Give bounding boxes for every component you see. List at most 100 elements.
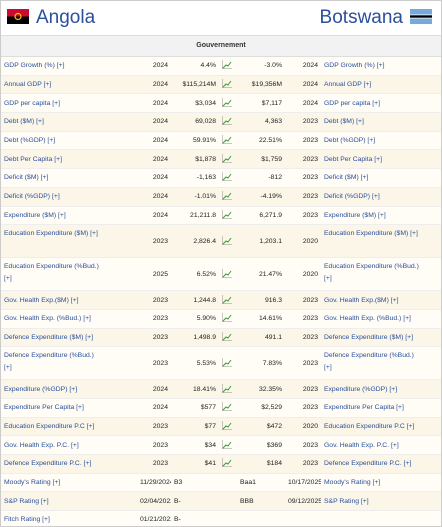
- right-label-text[interactable]: Expenditure (%GDP) [+]: [324, 385, 398, 393]
- left-label-text[interactable]: Education Expenditure ($M) [+]: [4, 230, 98, 238]
- left-label-text[interactable]: Debt Per Capita [+]: [4, 155, 62, 163]
- left-label[interactable]: Fitch Rating [+]: [1, 510, 137, 526]
- left-label-text[interactable]: Expenditure ($M) [+]: [4, 211, 66, 219]
- chart-icon[interactable]: [219, 328, 237, 348]
- left-label[interactable]: Debt (%GDP) [+]: [1, 131, 137, 151]
- left-label-text[interactable]: GDP per capita [+]: [4, 99, 60, 107]
- right-label-text[interactable]: Debt ($M) [+]: [324, 118, 364, 126]
- chart-icon[interactable]: [219, 168, 237, 188]
- right-label[interactable]: Debt Per Capita [+]: [321, 149, 441, 170]
- right-label[interactable]: Gov. Health Exp. P.C. [+]: [321, 435, 441, 455]
- right-label-text[interactable]: Defence Expenditure P.C. [+]: [324, 460, 412, 468]
- left-label-text[interactable]: Defence Expenditure P.C. [+]: [4, 460, 92, 468]
- left-label[interactable]: Deficit (%GDP) [+]: [1, 187, 137, 207]
- right-label[interactable]: GDP per capita [+]: [321, 93, 441, 114]
- left-label-text[interactable]: Deficit ($M) [+]: [4, 174, 49, 182]
- left-label-text[interactable]: Deficit (%GDP) [+]: [4, 193, 60, 201]
- chart-icon[interactable]: [219, 131, 237, 151]
- right-label-text[interactable]: Defence Expenditure ($M) [+]: [324, 333, 413, 341]
- left-label[interactable]: Education Expenditure P.C [+]: [1, 417, 137, 437]
- left-label-text[interactable]: GDP Growth (%) [+]: [4, 62, 65, 70]
- right-label-text[interactable]: Annual GDP [+]: [324, 81, 372, 89]
- left-label-text[interactable]: Expenditure (%GDP) [+]: [4, 385, 78, 393]
- right-label-text[interactable]: Defence Expenditure (%Bud.) [+]: [324, 352, 414, 371]
- chart-icon[interactable]: [219, 149, 237, 170]
- left-label-text[interactable]: Debt ($M) [+]: [4, 118, 44, 126]
- chart-icon[interactable]: [219, 379, 237, 399]
- right-label[interactable]: Deficit ($M) [+]: [321, 168, 441, 188]
- right-label-text[interactable]: Deficit (%GDP) [+]: [324, 193, 380, 201]
- left-label-text[interactable]: Defence Expenditure ($M) [+]: [4, 333, 93, 341]
- left-label[interactable]: Debt ($M) [+]: [1, 112, 137, 132]
- right-label-text[interactable]: Moody's Rating [+]: [324, 479, 381, 487]
- left-label-text[interactable]: Education Expenditure P.C [+]: [4, 422, 95, 430]
- right-label[interactable]: Expenditure Per Capita [+]: [321, 398, 441, 418]
- left-label[interactable]: Defence Expenditure ($M) [+]: [1, 328, 137, 348]
- right-label[interactable]: Gov. Health Exp.($M) [+]: [321, 290, 441, 310]
- chart-icon[interactable]: [219, 112, 237, 132]
- right-label[interactable]: Defence Expenditure P.C. [+]: [321, 454, 441, 474]
- left-country[interactable]: Angola: [36, 7, 96, 28]
- left-label-text[interactable]: Gov. Health Exp. (%Bud.) [+]: [4, 315, 91, 323]
- left-label-text[interactable]: Education Expenditure (%Bud.) [+]: [4, 263, 99, 282]
- right-label-text[interactable]: Education Expenditure ($M) [+]: [324, 230, 418, 238]
- left-label-text[interactable]: Annual GDP [+]: [4, 81, 52, 89]
- right-label-text[interactable]: Debt Per Capita [+]: [324, 155, 382, 163]
- right-label[interactable]: S&P Rating [+]: [321, 491, 441, 512]
- right-label[interactable]: Education Expenditure ($M) [+]: [321, 224, 441, 259]
- chart-icon[interactable]: [219, 454, 237, 474]
- right-label[interactable]: Moody's Rating [+]: [321, 473, 441, 493]
- right-label-text[interactable]: Debt (%GDP) [+]: [324, 137, 376, 145]
- chart-icon[interactable]: [219, 398, 237, 418]
- left-label[interactable]: Gov. Health Exp. P.C. [+]: [1, 435, 137, 455]
- left-label[interactable]: GDP per capita [+]: [1, 93, 137, 114]
- right-label[interactable]: Deficit (%GDP) [+]: [321, 187, 441, 207]
- left-label[interactable]: Gov. Health Exp. (%Bud.) [+]: [1, 309, 137, 329]
- chart-icon[interactable]: [219, 224, 237, 259]
- right-label[interactable]: Debt (%GDP) [+]: [321, 131, 441, 151]
- chart-icon[interactable]: [219, 435, 237, 455]
- left-label[interactable]: Moody's Rating [+]: [1, 473, 137, 493]
- right-label[interactable]: Gov. Health Exp. (%Bud.) [+]: [321, 309, 441, 329]
- right-label-text[interactable]: Education Expenditure P.C [+]: [324, 422, 415, 430]
- left-label-text[interactable]: Gov. Health Exp.($M) [+]: [4, 296, 79, 304]
- right-label[interactable]: Education Expenditure P.C [+]: [321, 417, 441, 437]
- left-label[interactable]: Deficit ($M) [+]: [1, 168, 137, 188]
- left-label-text[interactable]: S&P Rating [+]: [4, 497, 49, 505]
- right-label-text[interactable]: Education Expenditure (%Bud.) [+]: [324, 263, 419, 282]
- right-label[interactable]: Defence Expenditure (%Bud.) [+]: [321, 346, 441, 381]
- right-label-text[interactable]: GDP per capita [+]: [324, 99, 380, 107]
- right-label[interactable]: GDP Growth (%) [+]: [321, 57, 441, 76]
- right-label-text[interactable]: GDP Growth (%) [+]: [324, 62, 385, 70]
- left-label[interactable]: Expenditure ($M) [+]: [1, 206, 137, 226]
- left-label-text[interactable]: Fitch Rating [+]: [4, 516, 50, 524]
- right-label-text[interactable]: Gov. Health Exp.($M) [+]: [324, 296, 399, 304]
- left-label[interactable]: Education Expenditure (%Bud.) [+]: [1, 257, 137, 292]
- left-label[interactable]: S&P Rating [+]: [1, 491, 137, 512]
- left-label[interactable]: Education Expenditure ($M) [+]: [1, 224, 137, 259]
- chart-icon[interactable]: [219, 206, 237, 226]
- right-label[interactable]: Expenditure ($M) [+]: [321, 206, 441, 226]
- right-label[interactable]: Debt ($M) [+]: [321, 112, 441, 132]
- right-label[interactable]: Defence Expenditure ($M) [+]: [321, 328, 441, 348]
- chart-icon[interactable]: [219, 257, 237, 292]
- right-label[interactable]: Education Expenditure (%Bud.) [+]: [321, 257, 441, 292]
- left-label[interactable]: Annual GDP [+]: [1, 75, 137, 95]
- left-label[interactable]: GDP Growth (%) [+]: [1, 57, 137, 76]
- left-label[interactable]: Defence Expenditure P.C. [+]: [1, 454, 137, 474]
- left-label[interactable]: Gov. Health Exp.($M) [+]: [1, 290, 137, 310]
- right-label-text[interactable]: S&P Rating [+]: [324, 497, 369, 505]
- right-label-text[interactable]: Gov. Health Exp. P.C. [+]: [324, 441, 399, 449]
- right-label-text[interactable]: Expenditure Per Capita [+]: [324, 404, 404, 412]
- right-label[interactable]: Annual GDP [+]: [321, 75, 441, 95]
- left-label-text[interactable]: Expenditure Per Capita [+]: [4, 404, 84, 412]
- left-label-text[interactable]: Debt (%GDP) [+]: [4, 137, 56, 145]
- chart-icon[interactable]: [219, 290, 237, 310]
- right-label-text[interactable]: Deficit ($M) [+]: [324, 174, 369, 182]
- chart-icon[interactable]: [219, 75, 237, 95]
- right-label-text[interactable]: Gov. Health Exp. (%Bud.) [+]: [324, 315, 411, 323]
- chart-icon[interactable]: [219, 187, 237, 207]
- left-label-text[interactable]: Moody's Rating [+]: [4, 479, 61, 487]
- left-label[interactable]: Defence Expenditure (%Bud.) [+]: [1, 346, 137, 381]
- chart-icon[interactable]: [219, 346, 237, 381]
